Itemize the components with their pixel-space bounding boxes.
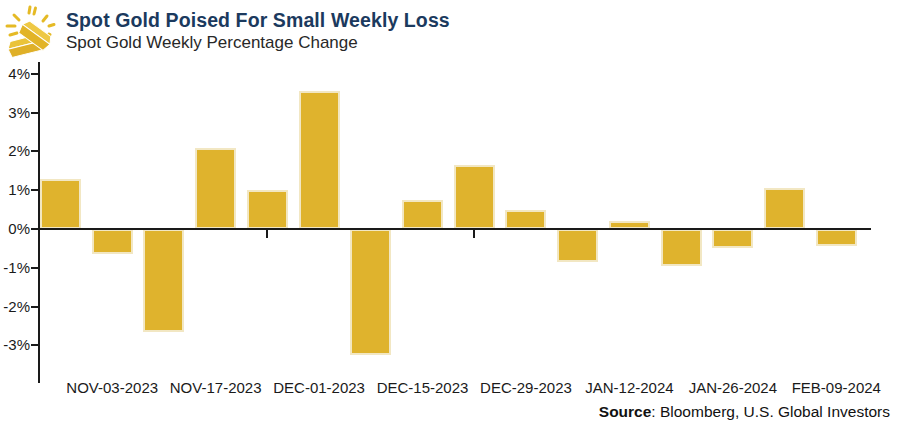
bar: [816, 229, 857, 246]
y-tick-label: 0%: [0, 221, 30, 236]
y-axis-tick: [31, 189, 38, 191]
bar: [299, 91, 340, 229]
source-line: Source: Bloomberg, U.S. Global Investors: [599, 403, 890, 421]
bar: [557, 229, 598, 262]
bar: [764, 188, 805, 229]
y-tick-label: 3%: [0, 105, 30, 120]
y-tick-label: 1%: [0, 182, 30, 197]
y-tick-label: -2%: [0, 299, 30, 314]
y-axis-tick: [31, 150, 38, 152]
bar: [454, 165, 495, 229]
bar: [402, 200, 443, 229]
bar: [661, 229, 702, 266]
x-tick-label: FEB-09-2024: [771, 379, 900, 396]
y-axis-tick: [31, 267, 38, 269]
bar: [195, 148, 236, 229]
bar: [247, 190, 288, 229]
y-axis-tick: [31, 344, 38, 346]
bar: [40, 179, 81, 229]
x-axis-tick: [266, 230, 268, 238]
y-tick-label: 4%: [0, 66, 30, 81]
zero-line: [38, 228, 871, 230]
y-tick-label: -1%: [0, 260, 30, 275]
bar: [712, 229, 753, 248]
y-axis-tick: [31, 306, 38, 308]
bar: [143, 229, 184, 332]
source-text: : Bloomberg, U.S. Global Investors: [651, 403, 890, 420]
y-axis-tick: [31, 228, 38, 230]
bar: [350, 229, 391, 355]
y-tick-label: 2%: [0, 143, 30, 158]
chart-page: Spot Gold Poised For Small Weekly Loss S…: [0, 0, 900, 426]
y-tick-label: -3%: [0, 337, 30, 352]
bar-chart: 4%3%2%1%0%-1%-2%-3%NOV-03-2023NOV-17-202…: [0, 0, 900, 426]
y-axis-tick: [31, 112, 38, 114]
bar: [505, 210, 546, 229]
y-axis-tick: [31, 73, 38, 75]
source-label: Source: [599, 403, 652, 420]
bar: [92, 229, 133, 254]
x-axis-tick: [473, 230, 475, 238]
